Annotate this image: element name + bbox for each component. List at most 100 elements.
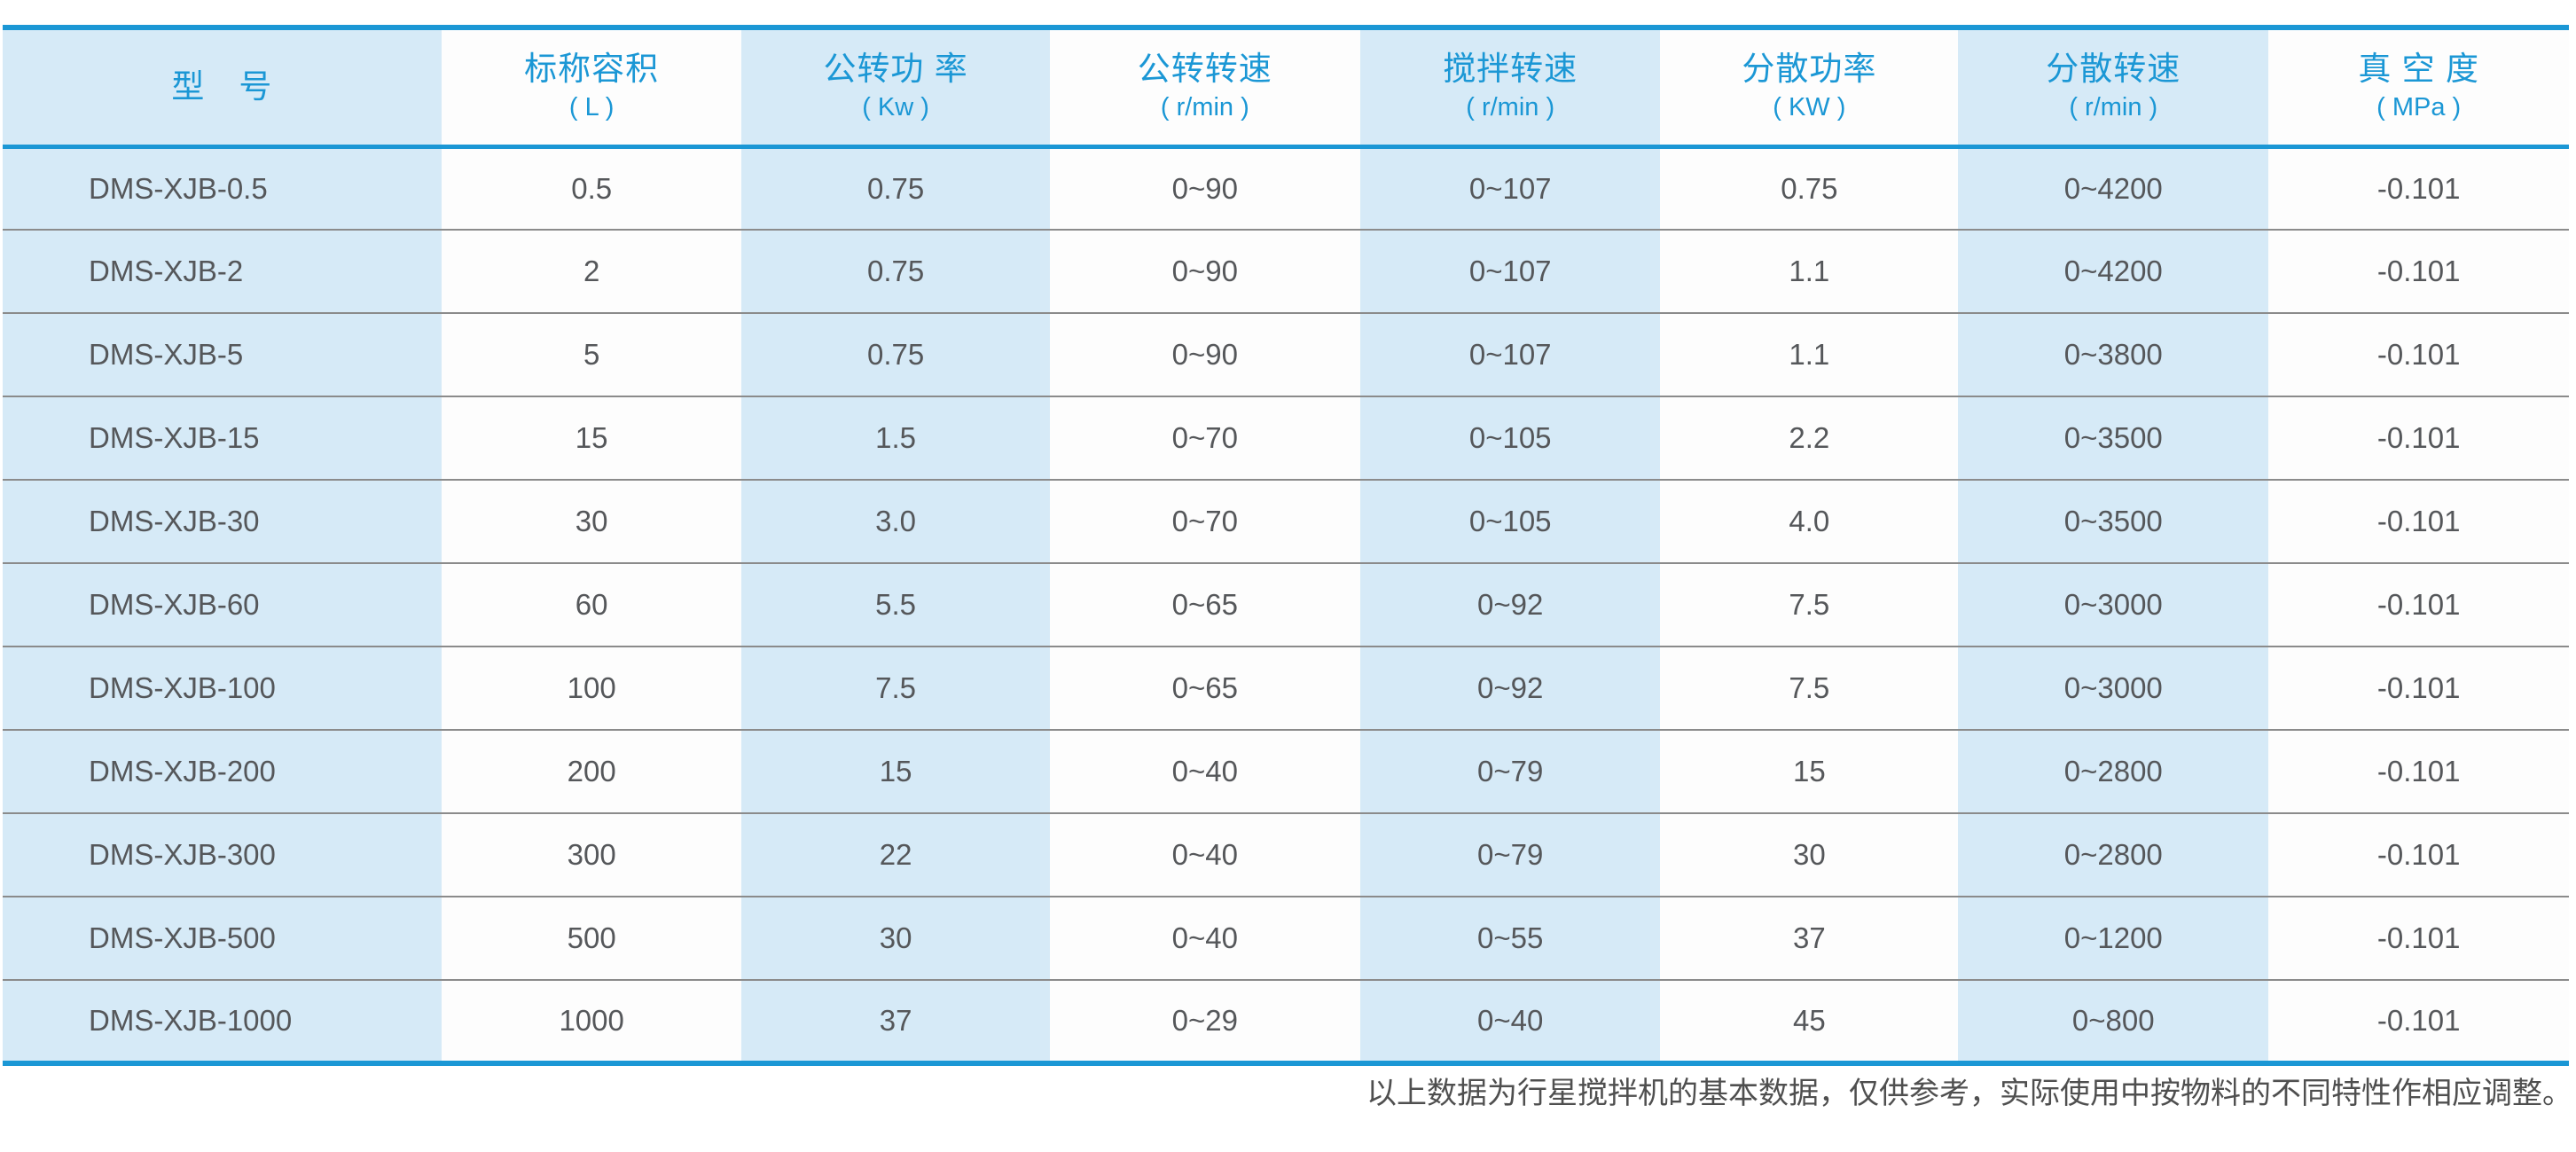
cell-value: 0.75 <box>741 229 1050 313</box>
cell-value: 37 <box>1660 896 1959 980</box>
cell-value: 0.75 <box>741 146 1050 230</box>
cell-value: 0~3000 <box>1958 646 2269 730</box>
cell-value: 0~40 <box>1049 896 1360 980</box>
table-row: DMS-XJB-200 200 15 0~40 0~79 15 0~2800 -0.101 <box>3 729 2569 813</box>
cell-value: 0~90 <box>1049 146 1360 230</box>
cell-value: 30 <box>441 479 742 563</box>
column-title: 标称容积 <box>524 51 660 88</box>
cell-value: 0~92 <box>1359 646 1661 730</box>
cell-value: 7.5 <box>741 646 1050 730</box>
table-row: DMS-XJB-60 60 5.5 0~65 0~92 7.5 0~3000 -0.101 <box>3 562 2569 647</box>
cell-value: 37 <box>741 979 1050 1063</box>
cell-value: 15 <box>441 396 742 480</box>
cell-value: 0~1200 <box>1958 896 2269 980</box>
cell-value: 0~79 <box>1359 729 1661 813</box>
column-header-7: 真 空 度 ( MPa ) <box>2268 27 2569 149</box>
cell-value: 1.5 <box>741 396 1050 480</box>
cell-value: -0.101 <box>2268 646 2569 730</box>
cell-value: 300 <box>441 812 742 897</box>
cell-model: DMS-XJB-2 <box>3 229 442 313</box>
cell-value: 0~29 <box>1049 979 1360 1063</box>
cell-value: 15 <box>741 729 1050 813</box>
cell-value: 7.5 <box>1660 646 1959 730</box>
cell-model: DMS-XJB-15 <box>3 396 442 480</box>
column-title: 搅拌转速 <box>1443 51 1578 88</box>
column-unit: ( r/min ) <box>2069 93 2158 122</box>
column-header-2: 公转功 率 ( Kw ) <box>741 27 1050 149</box>
cell-value: 2 <box>441 229 742 313</box>
cell-model: DMS-XJB-100 <box>3 646 442 730</box>
cell-value: 1.1 <box>1660 312 1959 396</box>
cell-model: DMS-XJB-1000 <box>3 979 442 1063</box>
table-row: DMS-XJB-500 500 30 0~40 0~55 37 0~1200 -0.101 <box>3 896 2569 980</box>
column-header-5: 分散功率 ( KW ) <box>1660 27 1959 149</box>
cell-value: 0.75 <box>741 312 1050 396</box>
column-unit: ( KW ) <box>1773 93 1846 122</box>
cell-value: 500 <box>441 896 742 980</box>
cell-model: DMS-XJB-200 <box>3 729 442 813</box>
cell-value: 0.5 <box>441 146 742 230</box>
cell-value: -0.101 <box>2268 729 2569 813</box>
cell-value: -0.101 <box>2268 146 2569 230</box>
cell-value: -0.101 <box>2268 979 2569 1063</box>
cell-value: 2.2 <box>1660 396 1959 480</box>
column-header-3: 公转转速 ( r/min ) <box>1049 27 1360 149</box>
column-header-0: 型 号 <box>3 27 442 149</box>
column-header-4: 搅拌转速 ( r/min ) <box>1359 27 1661 149</box>
column-unit: ( Kw ) <box>862 93 929 122</box>
cell-model: DMS-XJB-5 <box>3 312 442 396</box>
cell-value: 45 <box>1660 979 1959 1063</box>
footer-note: 以上数据为行星搅拌机的基本数据，仅供参考，实际使用中按物料的不同特性作相应调整。 <box>1366 1078 2572 1110</box>
column-unit: ( r/min ) <box>1466 93 1555 122</box>
header-row: 型 号标称容积( L ) 公转功 率( Kw ) 公转转速( r/min ) 搅拌转速… <box>3 27 2569 149</box>
cell-value: 0~40 <box>1049 812 1360 897</box>
cell-value: 0~2800 <box>1958 812 2269 897</box>
cell-value: 0~2800 <box>1958 729 2269 813</box>
cell-value: -0.101 <box>2268 479 2569 563</box>
cell-value: 3.0 <box>741 479 1050 563</box>
table-row: DMS-XJB-5 5 0.75 0~90 0~107 1.1 0~3800 -0.101 <box>3 312 2569 396</box>
cell-value: 200 <box>441 729 742 813</box>
cell-value: 0~90 <box>1049 312 1360 396</box>
cell-value: -0.101 <box>2268 229 2569 313</box>
cell-value: 0~55 <box>1359 896 1661 980</box>
column-title: 公转转速 <box>1137 51 1272 88</box>
table-row: DMS-XJB-15 15 1.5 0~70 0~105 2.2 0~3500 -0.101 <box>3 396 2569 480</box>
column-header-1: 标称容积 ( L ) <box>441 27 742 149</box>
cell-value: 0~3800 <box>1958 312 2269 396</box>
cell-value: 0~107 <box>1359 146 1661 230</box>
cell-value: 0~79 <box>1359 812 1661 897</box>
cell-value: 0~107 <box>1359 312 1661 396</box>
cell-value: 5.5 <box>741 562 1050 647</box>
cell-value: 1000 <box>441 979 742 1063</box>
cell-value: -0.101 <box>2268 812 2569 897</box>
table-body: DMS-XJB-0.5 0.5 0.75 0~90 0~107 0.75 0~4200 -0.… <box>3 146 2569 1063</box>
cell-value: 0~3500 <box>1958 396 2269 480</box>
cell-value: 60 <box>441 562 742 647</box>
column-title: 分散转速 <box>2046 51 2181 88</box>
cell-value: -0.101 <box>2268 312 2569 396</box>
cell-value: 0~70 <box>1049 479 1360 563</box>
column-title: 分散功率 <box>1742 51 1877 88</box>
cell-value: 7.5 <box>1660 562 1959 647</box>
cell-model: DMS-XJB-30 <box>3 479 442 563</box>
cell-value: 0~90 <box>1049 229 1360 313</box>
cell-value: 0~40 <box>1359 979 1661 1063</box>
column-title: 型 号 <box>171 68 273 106</box>
cell-value: 0~65 <box>1049 562 1360 647</box>
column-title: 公转功 率 <box>823 51 968 88</box>
cell-value: 5 <box>441 312 742 396</box>
cell-value: 0~70 <box>1049 396 1360 480</box>
table-row: DMS-XJB-1000 1000 37 0~29 0~40 45 0~800 -0.101 <box>3 979 2569 1063</box>
table-row: DMS-XJB-0.5 0.5 0.75 0~90 0~107 0.75 0~4200 -0.… <box>3 146 2569 230</box>
table-row: DMS-XJB-2 2 0.75 0~90 0~107 1.1 0~4200 -0.101 <box>3 229 2569 313</box>
column-unit: ( MPa ) <box>2376 93 2462 122</box>
spec-sheet: 型 号标称容积( L ) 公转功 率( Kw ) 公转转速( r/min ) 搅拌转速… <box>0 25 2576 1152</box>
cell-value: 0~4200 <box>1958 229 2269 313</box>
column-unit: ( r/min ) <box>1160 93 1249 122</box>
column-unit: ( L ) <box>568 93 615 122</box>
cell-value: 0~3000 <box>1958 562 2269 647</box>
cell-value: -0.101 <box>2268 896 2569 980</box>
cell-value: -0.101 <box>2268 562 2569 647</box>
cell-value: 0~40 <box>1049 729 1360 813</box>
